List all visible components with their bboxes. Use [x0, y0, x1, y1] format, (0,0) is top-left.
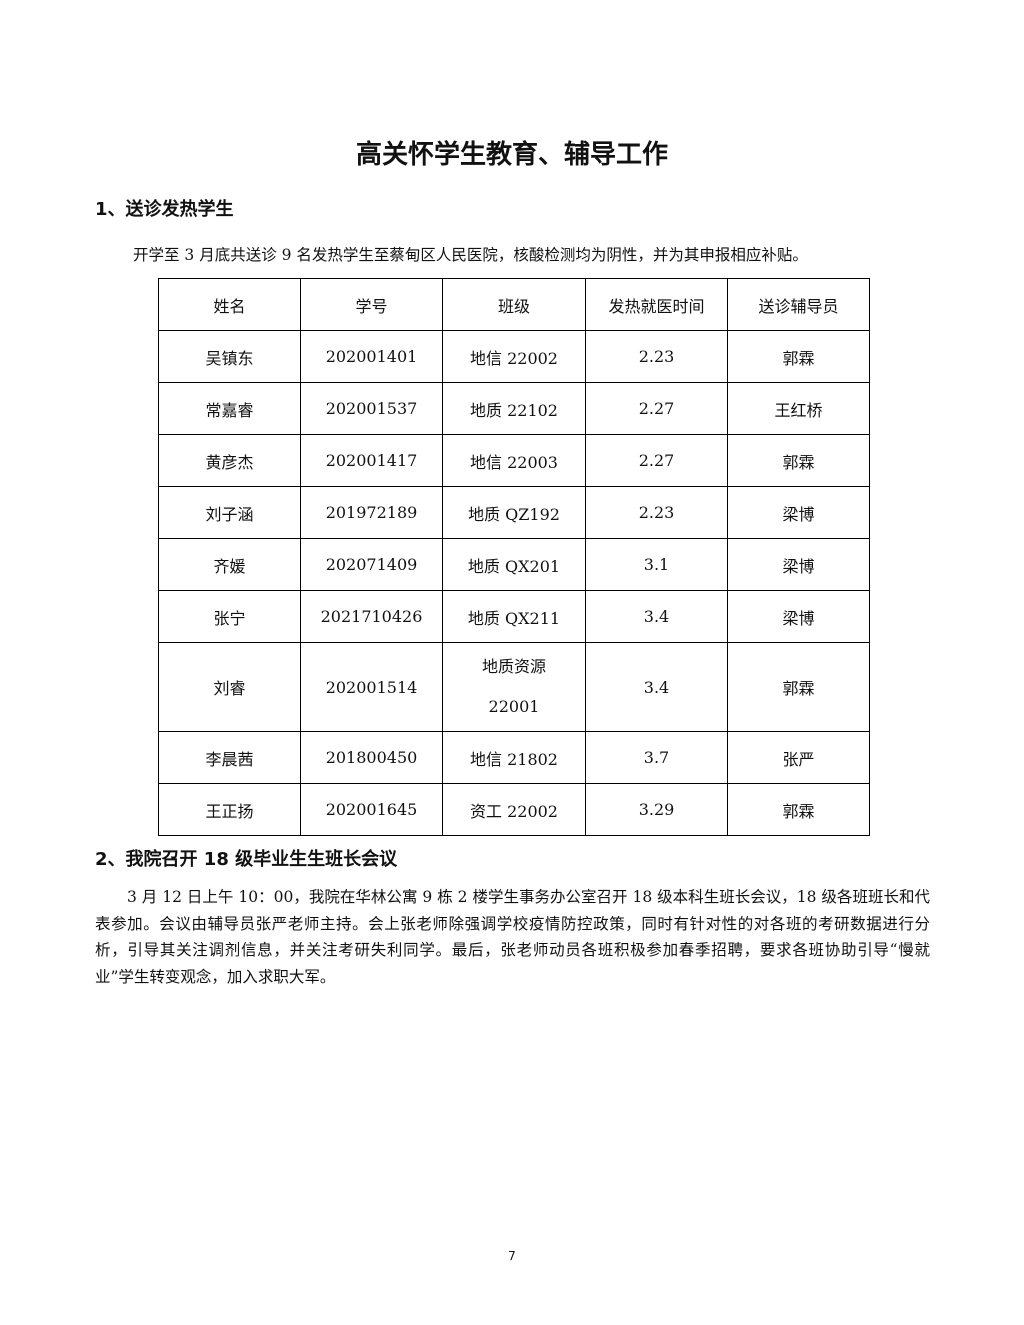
section2-body: 3 月 12 日上午 10：00，我院在华林公寓 9 栋 2 楼学生事务办公室召…	[95, 888, 930, 986]
table-cell: 地质 22102	[442, 382, 586, 435]
table-cell: 201800450	[300, 731, 443, 784]
table-cell: 郭霖	[727, 434, 870, 487]
table-cell: 地质 QX211	[442, 590, 586, 643]
table-cell: 郭霖	[727, 330, 870, 383]
table-cell: 刘子涵	[158, 486, 301, 539]
table-header-cell: 班级	[442, 278, 586, 331]
table-cell: 张宁	[158, 590, 301, 643]
table-cell: 2021710426	[300, 590, 443, 643]
fever-students-table: 姓名 学号 班级 发热就医时间 送诊辅导员 吴镇东 202001401 地信 22002 2.…	[158, 278, 870, 836]
page-number: 7	[508, 1249, 516, 1263]
table-cell: 3.4	[585, 590, 728, 643]
section1-heading: 1、送诊发热学生	[95, 199, 234, 220]
table-row: 刘睿 202001514 地质资源 22001 3.4 郭霖	[158, 642, 870, 732]
table-cell: 202001417	[300, 434, 443, 487]
section1-intro: 开学至 3 月底共送诊 9 名发热学生至蔡甸区人民医院，核酸检测均为阴性，并为其…	[133, 246, 808, 264]
table-cell: 202001401	[300, 330, 443, 383]
table-row: 齐媛 202071409 地质 QX201 3.1 梁博	[158, 538, 870, 591]
table-cell: 李晨茜	[158, 731, 301, 784]
table-cell: 地信 22002	[442, 330, 586, 383]
table-row: 常嘉睿 202001537 地质 22102 2.27 王红桥	[158, 382, 870, 435]
table-cell: 吴镇东	[158, 330, 301, 383]
table-cell: 201972189	[300, 486, 443, 539]
table-cell: 齐媛	[158, 538, 301, 591]
table-header-cell: 学号	[300, 278, 443, 331]
table-row: 刘子涵 201972189 地质 QZ192 2.23 梁博	[158, 486, 870, 539]
table-cell: 2.27	[585, 382, 728, 435]
table-cell: 3.1	[585, 538, 728, 591]
table-cell: 202001537	[300, 382, 443, 435]
table-cell: 2.27	[585, 434, 728, 487]
table-cell: 郭霖	[727, 783, 870, 836]
table-cell: 202071409	[300, 538, 443, 591]
table-row: 张宁 2021710426 地质 QX211 3.4 梁博	[158, 590, 870, 643]
table-cell: 地质 QZ192	[442, 486, 586, 539]
table-row: 黄彦杰 202001417 地信 22003 2.27 郭霖	[158, 434, 870, 487]
table-cell: 资工 22002	[442, 783, 586, 836]
table-cell: 王红桥	[727, 382, 870, 435]
table-header-cell: 发热就医时间	[585, 278, 728, 331]
table-cell: 张严	[727, 731, 870, 784]
table-cell: 常嘉睿	[158, 382, 301, 435]
table-cell: 202001514	[300, 642, 443, 732]
table-cell: 梁博	[727, 486, 870, 539]
table-cell: 202001645	[300, 783, 443, 836]
table-header-cell: 送诊辅导员	[727, 278, 870, 331]
table-cell: 3.7	[585, 731, 728, 784]
table-cell: 刘睿	[158, 642, 301, 732]
table-cell: 3.4	[585, 642, 728, 732]
table-cell: 地质 QX201	[442, 538, 586, 591]
table-row: 吴镇东 202001401 地信 22002 2.23 郭霖	[158, 330, 870, 383]
table-row: 李晨茜 201800450 地信 21802 3.7 张严	[158, 731, 870, 784]
table-cell: 2.23	[585, 486, 728, 539]
page-title: 高关怀学生教育、辅导工作	[355, 140, 668, 170]
table-row: 王正扬 202001645 资工 22002 3.29 郭霖	[158, 783, 870, 836]
table-cell: 梁博	[727, 538, 870, 591]
table-cell: 郭霖	[727, 642, 870, 732]
table-cell: 梁博	[727, 590, 870, 643]
section2-heading: 2、我院召开 18 级毕业生生班长会议	[95, 849, 398, 870]
table-cell: 地信 22003	[442, 434, 586, 487]
table-header-cell: 姓名	[158, 278, 301, 331]
table-cell: 王正扬	[158, 783, 301, 836]
table-cell: 黄彦杰	[158, 434, 301, 487]
table-cell: 2.23	[585, 330, 728, 383]
table-cell: 地质资源 22001	[442, 642, 586, 732]
table-cell: 3.29	[585, 783, 728, 836]
table-cell: 地信 21802	[442, 731, 586, 784]
